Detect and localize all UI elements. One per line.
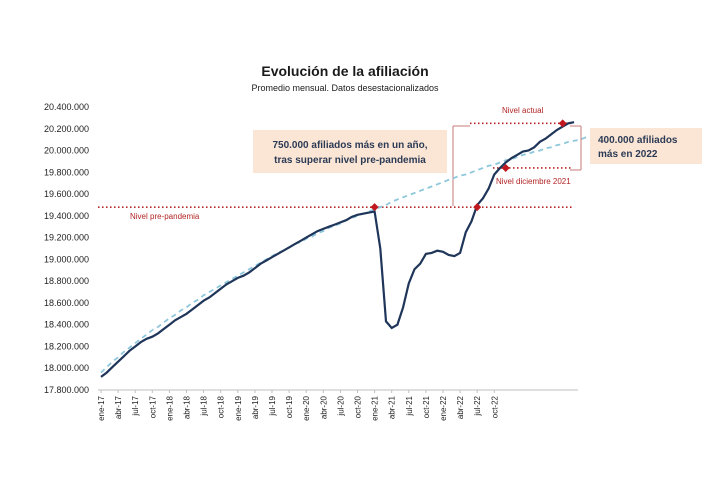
- y-tick-label: 19.800.000: [44, 167, 89, 177]
- x-tick-label: abr-21: [388, 395, 397, 419]
- label-nivel-actual: Nivel actual: [502, 106, 544, 115]
- y-tick-label: 20.200.000: [44, 124, 89, 134]
- x-tick-label: oct-20: [354, 395, 363, 418]
- x-tick-label: jul-18: [200, 395, 209, 416]
- x-tick-label: ene-22: [439, 395, 448, 420]
- callout-left-box: [253, 130, 447, 173]
- x-tick-label: oct-18: [217, 395, 226, 418]
- diamond-marker: [370, 203, 379, 212]
- y-tick-label: 19.000.000: [44, 254, 89, 264]
- label-nivel-prepandemia: Nivel pre-pandemia: [130, 212, 200, 221]
- x-tick-label: oct-17: [148, 395, 157, 418]
- x-tick-label: ene-20: [302, 395, 311, 420]
- x-tick-label: ene-18: [165, 395, 174, 420]
- y-axis: 20.400.000 20.200.000 20.000.000 19.800.000…: [44, 102, 89, 395]
- y-tick-label: 18.200.000: [44, 341, 89, 351]
- x-tick-label: oct-21: [422, 395, 431, 418]
- y-tick-label: 17.800.000: [44, 385, 89, 395]
- x-tick-label: ene-17: [97, 395, 106, 420]
- callout-right-line1: 400.000 afiliados: [598, 135, 678, 146]
- y-tick-label: 20.400.000: [44, 102, 89, 112]
- y-tick-label: 18.400.000: [44, 320, 89, 330]
- x-tick-label: oct-19: [285, 395, 294, 418]
- callout-left-line2: tras superar nivel pre-pandemia: [274, 155, 426, 166]
- y-tick-label: 19.400.000: [44, 211, 89, 221]
- x-tick-label: oct-22: [490, 395, 499, 418]
- trend-series-line: [100, 134, 598, 374]
- y-tick-label: 18.600.000: [44, 298, 89, 308]
- diamond-marker: [558, 119, 567, 128]
- x-tick-label: jul-17: [131, 395, 140, 416]
- callout-left-line1: 750.000 afiliados más en un año,: [272, 140, 427, 151]
- callout-right-line2: más en 2022: [598, 149, 658, 160]
- x-tick-label: abr-18: [183, 395, 192, 419]
- x-tick-label: abr-19: [251, 395, 260, 419]
- x-tick-label: jul-21: [405, 395, 414, 416]
- diamond-marker: [473, 203, 482, 212]
- label-nivel-diciembre-2021: Nivel diciembre 2021: [496, 177, 571, 186]
- chart-subtitle: Promedio mensual. Datos desestacionaliza…: [251, 83, 439, 93]
- y-tick-label: 18.800.000: [44, 276, 89, 286]
- x-tick-label: jul-20: [336, 395, 345, 416]
- chart-title: Evolución de la afiliación: [261, 63, 428, 79]
- x-tick-label: abr-22: [456, 395, 465, 419]
- y-tick-label: 19.600.000: [44, 189, 89, 199]
- diamond-marker: [501, 163, 510, 172]
- x-tick-label: abr-17: [114, 395, 123, 419]
- actual-series-line: [100, 121, 575, 378]
- x-axis: ene-17 abr-17 jul-17 oct-17 ene-18 abr-18 jul-…: [97, 390, 499, 421]
- y-tick-label: 18.000.000: [44, 363, 89, 373]
- y-tick-label: 20.000.000: [44, 146, 89, 156]
- x-tick-label: jul-22: [473, 395, 482, 416]
- x-tick-label: jul-19: [268, 395, 277, 416]
- markers: [370, 119, 567, 212]
- callout-right-box: [590, 128, 702, 164]
- x-tick-label: ene-19: [234, 395, 243, 420]
- y-tick-label: 19.200.000: [44, 233, 89, 243]
- x-tick-label: abr-20: [319, 395, 328, 419]
- x-tick-label: ene-21: [371, 395, 380, 420]
